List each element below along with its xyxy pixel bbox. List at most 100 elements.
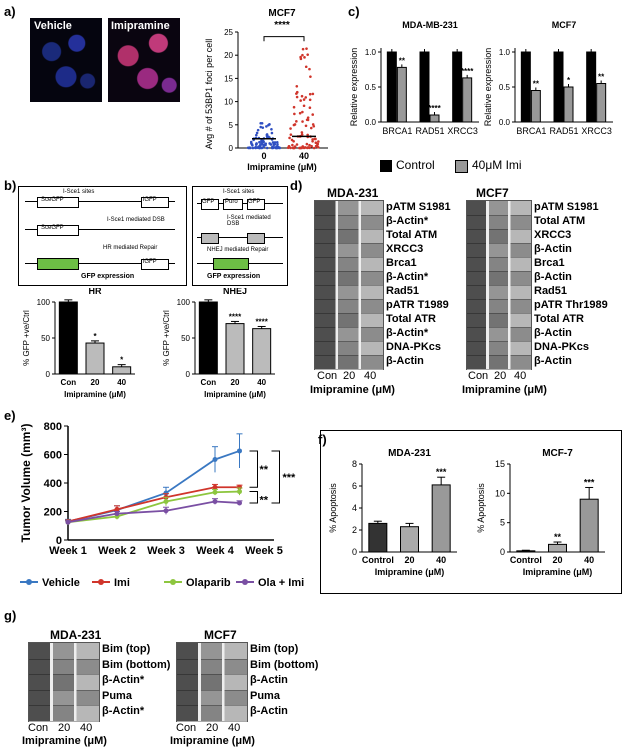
data-point bbox=[306, 118, 310, 122]
micrograph-vehicle: Vehicle bbox=[30, 18, 102, 102]
y-tick-label: 0 bbox=[186, 370, 191, 379]
nhej-gene1: GFP bbox=[202, 199, 215, 205]
g-left-lane-con: Con bbox=[28, 722, 49, 734]
blot-label: DNA-PKcs bbox=[534, 341, 590, 353]
data-point bbox=[308, 106, 312, 110]
d-right-blot bbox=[466, 200, 532, 370]
d-right-lane-con: Con bbox=[468, 370, 489, 382]
y-tick-label: 200 bbox=[44, 507, 62, 519]
data-point bbox=[309, 126, 313, 130]
x-axis-label: Imipramine (μM) bbox=[375, 567, 445, 577]
data-point bbox=[309, 75, 312, 78]
data-point bbox=[246, 146, 250, 150]
y-tick-label: 400 bbox=[44, 478, 62, 490]
data-point bbox=[306, 53, 309, 56]
hr-gene2-b: iGFP bbox=[143, 259, 157, 265]
chart-title: MDA-231 bbox=[388, 448, 431, 459]
y-tick-label: 1.0 bbox=[365, 48, 377, 57]
blot-row bbox=[467, 243, 531, 258]
data-point bbox=[260, 121, 264, 125]
y-tick-label: 100 bbox=[177, 298, 191, 307]
data-point bbox=[299, 57, 303, 61]
bar bbox=[530, 90, 541, 123]
blot-row bbox=[315, 257, 383, 272]
data-point bbox=[273, 141, 277, 144]
data-point bbox=[163, 508, 169, 514]
bar bbox=[516, 550, 536, 553]
panel-label-b: b) bbox=[4, 178, 17, 193]
data-point bbox=[301, 120, 304, 123]
data-point bbox=[255, 142, 258, 146]
blot-label: β-Actin* bbox=[386, 327, 429, 339]
hr-gene1-b: SceGFP bbox=[41, 225, 64, 231]
significance-label: **** bbox=[461, 67, 474, 76]
d-left-lane-40: 40 bbox=[364, 370, 377, 382]
blot-row bbox=[177, 643, 247, 660]
hr-gene1: SceGFP bbox=[41, 197, 64, 203]
data-point bbox=[308, 92, 312, 96]
x-tick-label: 40 bbox=[436, 555, 446, 565]
blot-row bbox=[177, 689, 247, 707]
data-point bbox=[275, 140, 279, 144]
y-tick-label: 0 bbox=[46, 370, 51, 379]
bar bbox=[400, 526, 419, 553]
data-point bbox=[278, 146, 281, 150]
y-axis-label: % Apoptosis bbox=[476, 483, 486, 533]
blot-row bbox=[315, 201, 383, 216]
data-point bbox=[316, 143, 319, 147]
nhej-diagram: I-Sce1 sites GFP Puro GFP I-Sce1 mediate… bbox=[192, 186, 288, 286]
nhej-repair-label: NHEJ mediated Repair bbox=[207, 247, 269, 253]
bar bbox=[85, 342, 105, 375]
x-axis-label: Imipramine (μM) bbox=[64, 390, 126, 399]
g-right-title: MCF7 bbox=[204, 628, 237, 642]
significance-label: ** bbox=[533, 80, 540, 89]
chart-f-mcf: 0 5 10 15 Control ** 20 *** 40 MCF-7 % Apoptosis Im… bbox=[476, 448, 605, 577]
data-point bbox=[298, 111, 302, 115]
bar bbox=[520, 51, 531, 123]
data-point bbox=[311, 140, 314, 143]
legend-label: Imi bbox=[114, 577, 130, 589]
blot-row bbox=[315, 215, 383, 230]
y-tick-label: 1.0 bbox=[499, 48, 511, 57]
x-axis-label: Imipramine (μM) bbox=[523, 567, 593, 577]
x-tick-label: XRCC3 bbox=[581, 126, 612, 136]
g-left-blot bbox=[28, 642, 100, 722]
data-point bbox=[293, 112, 296, 116]
blot-label: pATR Thr1989 bbox=[534, 299, 608, 311]
blot-row bbox=[467, 229, 531, 244]
blot-row bbox=[467, 313, 531, 328]
bar bbox=[429, 114, 440, 123]
data-point bbox=[304, 96, 308, 99]
y-tick-label: 10 bbox=[495, 488, 505, 498]
x-tick-label: Week 2 bbox=[98, 545, 136, 557]
g-right-blot bbox=[176, 642, 248, 722]
d-right-lane-20: 20 bbox=[494, 370, 507, 382]
x-tick-label: Control bbox=[510, 555, 542, 565]
data-point bbox=[259, 125, 263, 129]
significance-bracket bbox=[263, 36, 305, 42]
significance-label: ** bbox=[598, 73, 605, 82]
x-tick-label: Control bbox=[362, 555, 394, 565]
data-point bbox=[306, 116, 310, 119]
y-tick-label: 4 bbox=[352, 503, 357, 513]
blot-row bbox=[467, 271, 531, 286]
data-point bbox=[248, 146, 252, 150]
blot-label: Bim (top) bbox=[250, 643, 299, 655]
data-point bbox=[301, 110, 304, 114]
blot-row bbox=[315, 313, 383, 328]
data-point bbox=[311, 138, 314, 141]
data-point bbox=[267, 123, 270, 127]
hr-result-label: GFP expression bbox=[81, 273, 135, 280]
x-tick-label: 20 bbox=[231, 378, 240, 387]
blot-row bbox=[315, 271, 383, 286]
blot-label: β-Actin bbox=[534, 243, 572, 255]
legend-label: Olaparib bbox=[186, 577, 231, 589]
data-point bbox=[300, 94, 304, 98]
data-point bbox=[300, 131, 304, 134]
panel-label-d: d) bbox=[290, 178, 303, 193]
y-tick-label: 20 bbox=[224, 51, 233, 60]
data-point bbox=[260, 141, 264, 145]
bracket bbox=[249, 491, 258, 504]
nhej-gene2: Puro bbox=[225, 199, 238, 205]
data-point bbox=[311, 113, 315, 116]
